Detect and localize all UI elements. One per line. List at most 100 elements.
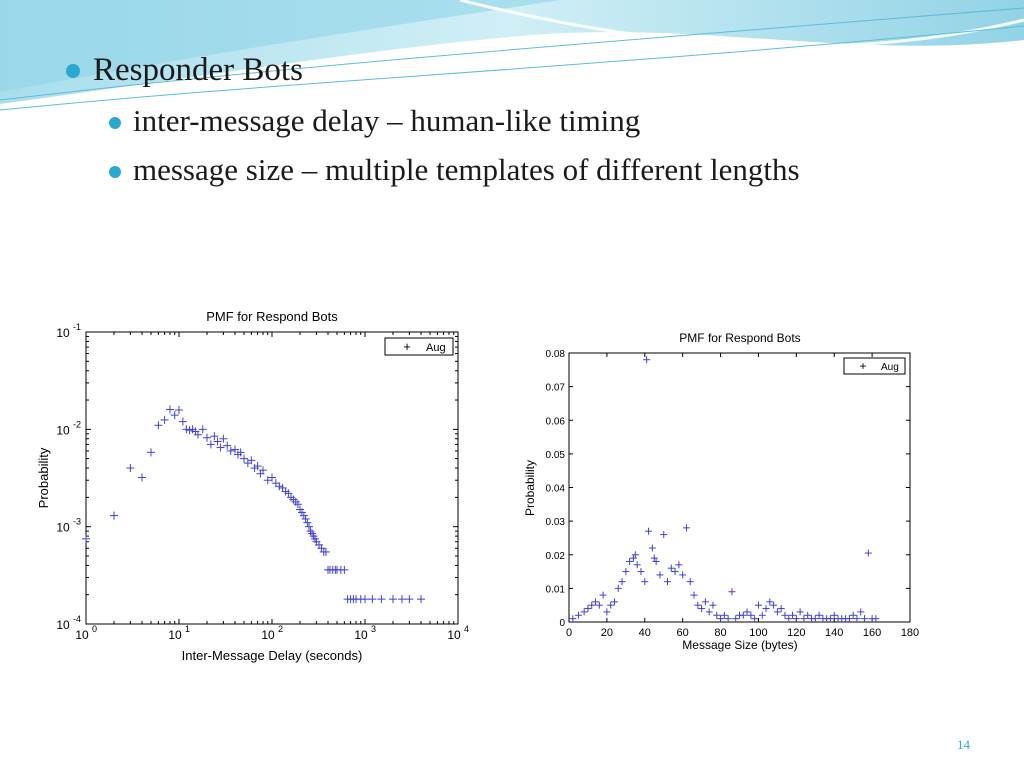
chart2-data-point [762, 605, 770, 613]
chart2-data-point [732, 615, 740, 623]
chart2-data-point [770, 601, 778, 609]
chart2-data-point [607, 601, 615, 609]
chart1-data-point [377, 595, 386, 604]
chart1-data-point [247, 456, 256, 465]
chart2-y-tick-label: 0 [559, 618, 565, 629]
chart1-marks [82, 405, 425, 604]
chart1-x-tick-label: 10 [354, 628, 368, 642]
sub-bullet-inter-message-delay: inter-message delay – human-like timing [133, 103, 641, 138]
chart1-x-tick-label: 10 [168, 628, 182, 642]
chart1-data-point [340, 565, 349, 574]
chart1-title: PMF for Respond Bots [206, 309, 338, 324]
chart1-legend: + Aug [384, 337, 454, 356]
chart2-data-point [650, 554, 658, 562]
chart2-data-point [811, 615, 819, 623]
chart2-data-point [569, 615, 577, 623]
chart1-data-point [361, 595, 369, 604]
chart2-data-point [694, 601, 702, 609]
chart1-data-point [154, 421, 163, 430]
chart1-xlabel: Inter-Message Delay (seconds) [182, 648, 363, 663]
chart1-data-point [299, 511, 308, 520]
chart2-data-point [781, 611, 789, 619]
chart1-ylabel: Probability [36, 447, 51, 508]
chart2-data-point [626, 557, 634, 565]
chart2-data-point [595, 601, 603, 609]
chart2-ticks: 0 20 40 60 80 100 120 140 160 180 0 0.01 0.02 0.03 0.0… [546, 349, 920, 639]
chart1-data-point [416, 595, 425, 604]
chart2-svg: PMF for Respond Bots 0 20 40 60 80 100 120 140 1… [523, 331, 920, 652]
chart1-data-point [170, 411, 179, 420]
chart2-y-tick-label: 0.01 [546, 584, 566, 595]
chart1-data-point [202, 433, 211, 442]
chart1-data-point [160, 415, 169, 424]
chart2-data-point [656, 571, 664, 579]
chart2-data-point [686, 578, 694, 586]
chart2-data-point [667, 564, 675, 572]
chart2-data-point [641, 578, 649, 586]
chart2-data-point [751, 615, 759, 623]
chart1-data-point [210, 432, 219, 441]
chart2-data-point [633, 561, 641, 569]
chart2-data-point [747, 611, 755, 619]
chart-inter-message-delay: PMF for Respond Bots 10 0 10 1 10 2 10 3 10 4 10 -1… [22, 305, 505, 665]
sub-bullet-dot-icon [109, 117, 121, 129]
chart1-y-tick-label: 10 [56, 423, 70, 437]
chart2-data-point [826, 615, 834, 623]
chart2-data-point [773, 608, 781, 616]
chart2-data-point [652, 557, 660, 565]
chart2-data-point [631, 551, 639, 559]
chart2-data-point [675, 561, 683, 569]
chart2-data-point [857, 608, 865, 616]
chart1-x-tick-exponent: 2 [278, 624, 283, 634]
chart1-data-point [137, 473, 146, 482]
chart2-data-point [861, 615, 869, 623]
chart2-xlabel: Message Size (bytes) [682, 638, 797, 652]
chart1-data-point [321, 547, 330, 556]
chart2-data-point [796, 608, 804, 616]
chart1-data-point [305, 522, 314, 531]
chart2-marks [569, 356, 880, 623]
slide-number: 14 [957, 737, 970, 752]
chart1-data-point [223, 441, 232, 450]
chart2-data-point [830, 611, 838, 619]
chart1-x-tick-exponent: 3 [371, 624, 376, 634]
chart1-data-point [147, 448, 156, 457]
chart2-legend: + Aug [843, 357, 906, 375]
legend-plus-icon: + [859, 359, 866, 373]
chart1-data-point [193, 430, 202, 439]
chart1-data-point [165, 405, 174, 414]
chart2-data-point [754, 601, 762, 609]
header-wave-decoration [0, 0, 1024, 111]
chart2-data-point [766, 598, 774, 606]
chart2-x-tick-label: 40 [639, 627, 651, 639]
chart2-data-point [671, 568, 679, 576]
chart1-data-point [109, 511, 118, 520]
chart1-data-point [126, 464, 135, 473]
chart2-data-point [580, 608, 588, 616]
chart2-ylabel: Probability [523, 460, 537, 516]
chart1-y-tick-label: 10 [56, 618, 70, 632]
chart1-x-tick-exponent: 1 [185, 624, 190, 634]
chart2-data-point [777, 605, 785, 613]
chart1-data-point [253, 462, 262, 471]
chart2-y-tick-label: 0.05 [546, 450, 566, 461]
chart2-data-point [785, 615, 793, 623]
chart2-data-point [690, 591, 698, 599]
sub-bullet-message-size: message size – multiple templates of dif… [133, 152, 800, 187]
chart2-data-point [720, 611, 728, 619]
chart1-svg: PMF for Respond Bots 10 0 10 1 10 2 10 3 10 410 -1… [36, 309, 469, 663]
chart1-data-point [236, 448, 245, 457]
chart2-x-tick-label: 80 [714, 627, 726, 639]
chart2-data-point [758, 611, 766, 619]
chart2-data-point [853, 615, 861, 623]
chart1-data-point [388, 595, 397, 604]
chart1-data-point [405, 595, 414, 604]
chart1-data-point [226, 446, 235, 455]
chart2-x-tick-label: 120 [787, 627, 805, 639]
chart2-data-point [709, 601, 717, 609]
chart1-data-point [268, 473, 276, 482]
sub-bullet-dot-icon [109, 166, 121, 178]
chart1-data-point [230, 445, 239, 454]
chart1-data-point [213, 437, 222, 446]
chart1-x-tick-label: 10 [75, 628, 89, 642]
